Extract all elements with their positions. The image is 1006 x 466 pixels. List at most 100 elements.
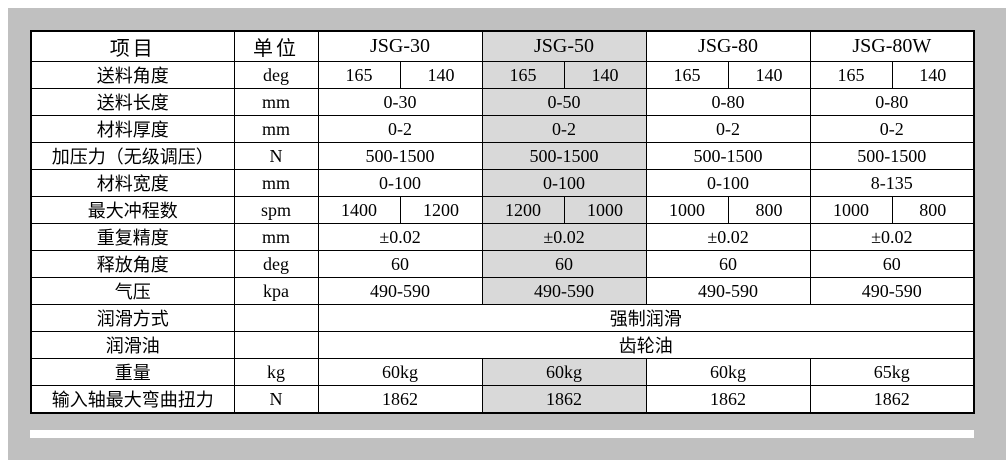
spec-cell: 1200 [399, 196, 483, 224]
unit-cell: kg [233, 358, 319, 386]
table-row-max-strokes: 最大冲程数 spm 1400 1200 1200 1000 1000 800 1… [30, 196, 975, 224]
spec-cell: 140 [563, 61, 647, 89]
spec-cell: 800 [727, 196, 811, 224]
unit-cell: N [233, 385, 319, 414]
header-row: 项目 单位 JSG-30 JSG-50 JSG-80 JSG-80W [30, 30, 975, 62]
column-header-item: 项目 [30, 30, 235, 62]
spec-cell: ±0.02 [645, 223, 811, 251]
column-header-model-jsg-80w: JSG-80W [809, 30, 975, 62]
table-row-pressure: 加压力（无级调压） N 500-1500 500-1500 500-1500 5… [30, 142, 975, 170]
column-header-model-jsg-30: JSG-30 [317, 30, 483, 62]
spec-cell: 60kg [481, 358, 647, 386]
column-header-model-jsg-80: JSG-80 [645, 30, 811, 62]
spec-cell: 0-50 [481, 88, 647, 116]
row-label: 重复精度 [30, 223, 235, 251]
unit-cell: deg [233, 61, 319, 89]
row-label: 重量 [30, 358, 235, 386]
spec-cell: 0-2 [809, 115, 975, 143]
unit-cell: mm [233, 115, 319, 143]
spec-cell: 140 [727, 61, 811, 89]
spec-cell: 500-1500 [645, 142, 811, 170]
spec-cell: 140 [891, 61, 975, 89]
table-row-input-shaft-max-bending-torque: 输入轴最大弯曲扭力 N 1862 1862 1862 1862 [30, 385, 975, 414]
column-header-model-jsg-50: JSG-50 [481, 30, 647, 62]
table-row-feed-length: 送料长度 mm 0-30 0-50 0-80 0-80 [30, 88, 975, 116]
row-label: 材料厚度 [30, 115, 235, 143]
spec-cell: 0-2 [645, 115, 811, 143]
unit-cell: kpa [233, 277, 319, 305]
table-row-release-angle: 释放角度 deg 60 60 60 60 [30, 250, 975, 278]
unit-cell: N [233, 142, 319, 170]
spec-cell: 1200 [481, 196, 565, 224]
row-label: 释放角度 [30, 250, 235, 278]
spec-cell: ±0.02 [317, 223, 483, 251]
column-header-unit: 单位 [233, 30, 319, 62]
spec-cell: 0-80 [809, 88, 975, 116]
row-label: 最大冲程数 [30, 196, 235, 224]
spec-cell: 60 [809, 250, 975, 278]
table-row-repeat-accuracy: 重复精度 mm ±0.02 ±0.02 ±0.02 ±0.02 [30, 223, 975, 251]
unit-cell: mm [233, 88, 319, 116]
row-label: 送料角度 [30, 61, 235, 89]
spec-cell: 1862 [481, 385, 647, 414]
row-label: 加压力（无级调压） [30, 142, 235, 170]
table-row-lubrication-method: 润滑方式 强制润滑 [30, 304, 975, 332]
spec-cell-merged: 齿轮油 [317, 331, 975, 359]
spec-cell: 1400 [317, 196, 401, 224]
spec-cell: 60kg [317, 358, 483, 386]
unit-cell: spm [233, 196, 319, 224]
spec-cell: 0-80 [645, 88, 811, 116]
spec-cell: 490-590 [645, 277, 811, 305]
spec-cell: 500-1500 [317, 142, 483, 170]
spec-cell: 800 [891, 196, 975, 224]
spec-cell: 165 [809, 61, 893, 89]
table-row-material-width: 材料宽度 mm 0-100 0-100 0-100 8-135 [30, 169, 975, 197]
unit-cell: mm [233, 223, 319, 251]
table-row-feed-angle: 送料角度 deg 165 140 165 140 165 140 165 140 [30, 61, 975, 89]
table-row-air-pressure: 气压 kpa 490-590 490-590 490-590 490-590 [30, 277, 975, 305]
spec-cell: 1000 [809, 196, 893, 224]
spec-cell-merged: 强制润滑 [317, 304, 975, 332]
unit-cell [233, 331, 319, 359]
spec-cell: 1862 [645, 385, 811, 414]
row-label: 材料宽度 [30, 169, 235, 197]
spec-cell: 490-590 [481, 277, 647, 305]
spec-cell: 500-1500 [809, 142, 975, 170]
spec-cell: 0-100 [645, 169, 811, 197]
spec-cell: 60 [317, 250, 483, 278]
unit-cell: mm [233, 169, 319, 197]
spec-cell: 0-2 [481, 115, 647, 143]
unit-cell [233, 304, 319, 332]
spec-cell: 0-30 [317, 88, 483, 116]
row-label: 润滑油 [30, 331, 235, 359]
spec-cell: 0-100 [317, 169, 483, 197]
spec-cell: 490-590 [317, 277, 483, 305]
spec-cell: 8-135 [809, 169, 975, 197]
spec-cell: 165 [317, 61, 401, 89]
spec-cell: 165 [645, 61, 729, 89]
table-row-weight: 重量 kg 60kg 60kg 60kg 65kg [30, 358, 975, 386]
spec-cell: 140 [399, 61, 483, 89]
unit-cell: deg [233, 250, 319, 278]
spec-cell: 1862 [317, 385, 483, 414]
row-label: 输入轴最大弯曲扭力 [30, 385, 235, 414]
row-label: 润滑方式 [30, 304, 235, 332]
row-label: 送料长度 [30, 88, 235, 116]
spec-cell: 1862 [809, 385, 975, 414]
row-label: 气压 [30, 277, 235, 305]
table-row-material-thickness: 材料厚度 mm 0-2 0-2 0-2 0-2 [30, 115, 975, 143]
spec-cell: 165 [481, 61, 565, 89]
spec-cell: ±0.02 [481, 223, 647, 251]
page-margin-strip [30, 430, 974, 438]
spec-cell: 60 [481, 250, 647, 278]
table-row-lubricating-oil: 润滑油 齿轮油 [30, 331, 975, 359]
spec-cell: 500-1500 [481, 142, 647, 170]
spec-cell: 60kg [645, 358, 811, 386]
spec-cell: 1000 [563, 196, 647, 224]
spec-cell: 0-2 [317, 115, 483, 143]
spec-cell: 60 [645, 250, 811, 278]
spec-table: 项目 单位 JSG-30 JSG-50 JSG-80 JSG-80W 送料角度 … [30, 30, 976, 414]
spec-cell: ±0.02 [809, 223, 975, 251]
spec-cell: 0-100 [481, 169, 647, 197]
spec-cell: 1000 [645, 196, 729, 224]
